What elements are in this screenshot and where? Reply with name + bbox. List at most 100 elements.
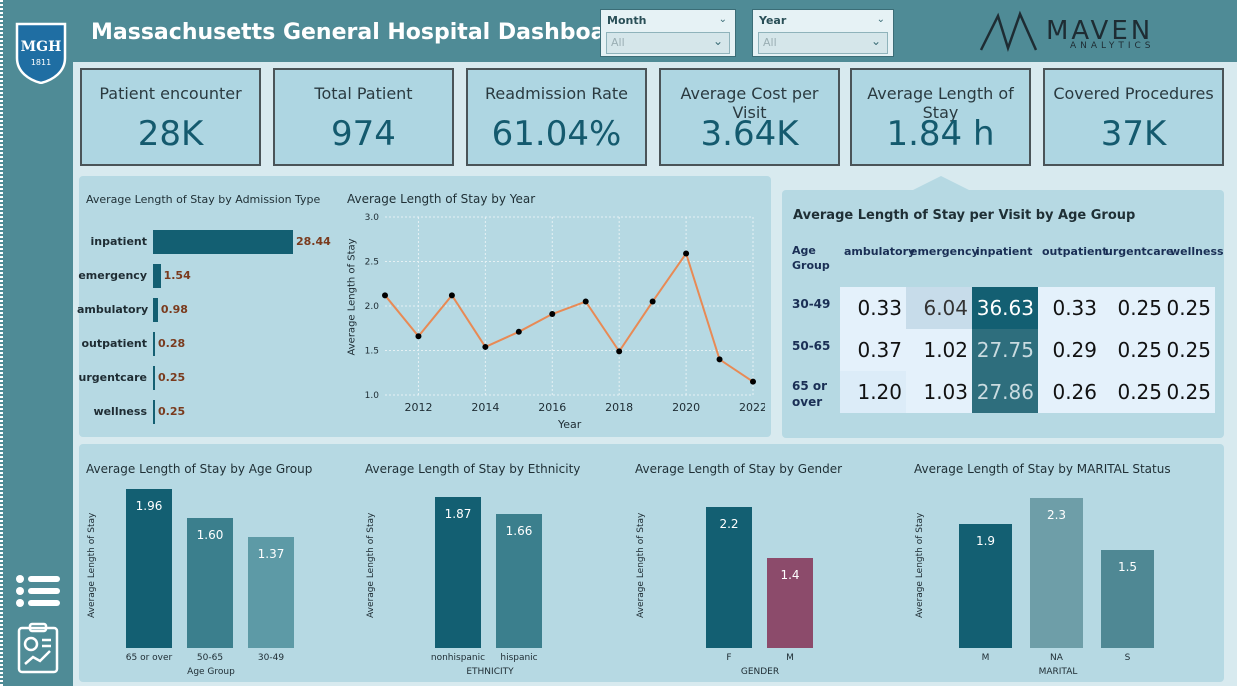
tooltip-pointer	[913, 176, 969, 190]
data-point	[582, 298, 589, 305]
bar[interactable]	[1101, 550, 1154, 648]
matrix-cell[interactable]: 0.25	[1101, 287, 1166, 329]
maven-logo: MAVEN ANALYTICS	[978, 10, 1178, 54]
bar[interactable]	[496, 513, 542, 648]
admission-bar[interactable]	[153, 332, 155, 356]
data-point	[716, 356, 723, 363]
admission-bar[interactable]	[153, 230, 293, 254]
matrix-cell[interactable]: 0.25	[1166, 329, 1215, 371]
chevron-down-icon: ⌄	[870, 34, 881, 48]
age-chart-xlabel: Age Group	[187, 667, 235, 677]
x-tick-label: 2016	[538, 401, 566, 414]
month-slicer[interactable]: Month ⌄ All ⌄	[600, 9, 736, 57]
admission-bar-value: 0.25	[158, 371, 186, 384]
matrix-cell[interactable]: 6.04	[906, 287, 972, 329]
bar-value-label: 1.60	[196, 528, 224, 543]
bar-value-label: 1.9	[975, 534, 996, 549]
data-point	[382, 292, 388, 299]
x-tick-label: 2022	[739, 401, 765, 414]
bar-category-label: M	[786, 653, 794, 663]
admission-bar-label: inpatient	[90, 235, 147, 248]
admission-bar[interactable]	[153, 298, 158, 322]
matrix-cell[interactable]: 0.25	[1166, 287, 1215, 329]
mgh-logo: MGH 1811	[15, 22, 67, 85]
kpi-value: 1.84 h	[886, 114, 995, 154]
bar-category-label: 30-49	[257, 653, 285, 663]
bar[interactable]	[1030, 498, 1083, 648]
matrix-cell[interactable]: 0.26	[1038, 371, 1101, 413]
bar-value-label: 2.2	[719, 517, 739, 531]
year-value: All	[763, 36, 777, 49]
matrix-cell[interactable]: 0.33	[1038, 287, 1101, 329]
bar-value-label: 1.5	[1117, 560, 1138, 575]
year-chart-ylabel: Average Length of Stay	[346, 238, 358, 356]
admission-bar[interactable]	[153, 400, 155, 424]
gender-chart-ylabel: Average Length of Stay	[636, 512, 646, 618]
kpi-card: Patient encounter 28K	[80, 68, 261, 166]
kpi-value: 37K	[1100, 114, 1167, 154]
month-dropdown[interactable]: All ⌄	[606, 32, 730, 54]
age-chart-ylabel: Average Length of Stay	[87, 512, 97, 618]
admission-bar-label: emergency	[78, 269, 147, 282]
y-tick-label: 1.0	[365, 391, 380, 401]
logo-year: 1811	[30, 58, 52, 67]
eth-chart-title: Average Length of Stay by Ethnicity	[365, 462, 581, 476]
admission-bar-value: 28.44	[296, 235, 331, 248]
matrix-column-header: emergency	[910, 245, 979, 258]
logo-text: MGH	[20, 39, 62, 55]
matrix-cell[interactable]: 0.29	[1038, 329, 1101, 371]
report-clipboard-icon[interactable]	[16, 622, 60, 674]
admission-bar-label: ambulatory	[77, 303, 149, 316]
matrix-cell[interactable]: 1.20	[840, 371, 906, 413]
matrix-cell[interactable]: 0.25	[1166, 371, 1215, 413]
kpi-value: 61.04%	[491, 114, 622, 154]
page-title: Massachusetts General Hospital Dashboard	[91, 20, 633, 45]
admission-bar[interactable]	[153, 264, 161, 288]
kpi-value: 974	[331, 114, 396, 154]
matrix-cell[interactable]: 27.86	[972, 371, 1038, 413]
admission-bar-label: outpatient	[81, 337, 147, 350]
bar[interactable]	[248, 536, 294, 648]
x-tick-label: 2012	[404, 401, 432, 414]
matrix-cell[interactable]: 0.25	[1101, 371, 1166, 413]
kpi-card: Covered Procedures 37K	[1043, 68, 1224, 166]
matrix-column-header: ambulatory	[844, 245, 916, 258]
chevron-down-icon[interactable]: ⌄	[718, 14, 727, 25]
matrix-cell[interactable]: 27.75	[972, 329, 1038, 371]
bar[interactable]	[187, 518, 233, 648]
kpi-label: Covered Procedures	[1053, 84, 1214, 103]
matrix-cell[interactable]: 0.33	[840, 287, 906, 329]
matrix-cell[interactable]: 0.37	[840, 329, 906, 371]
eth-chart-ylabel: Average Length of Stay	[366, 512, 376, 618]
kpi-value: 28K	[137, 114, 204, 154]
matrix-cell[interactable]: 1.02	[906, 329, 972, 371]
bar[interactable]	[767, 558, 813, 648]
matrix-cell[interactable]: 1.03	[906, 371, 972, 413]
matrix-column-header: urgentcare	[1105, 245, 1174, 258]
admission-bar-value: 0.28	[158, 337, 186, 350]
bar-category-label: 65 or over	[125, 653, 173, 663]
bar[interactable]	[959, 524, 1012, 648]
series-line	[384, 251, 754, 383]
admission-bar-label: urgentcare	[78, 371, 147, 384]
chevron-down-icon[interactable]: ⌄	[876, 14, 885, 25]
matrix-cell[interactable]: 0.25	[1101, 329, 1166, 371]
year-slicer[interactable]: Year ⌄ All ⌄	[752, 9, 894, 57]
list-icon[interactable]	[15, 575, 61, 607]
kpi-label: Total Patient	[314, 84, 413, 103]
admission-bar[interactable]	[153, 366, 155, 390]
matrix-row-label: 65 or over	[792, 379, 828, 409]
bar[interactable]	[706, 507, 752, 648]
bar[interactable]	[435, 497, 481, 648]
month-slicer-label: Month	[607, 14, 647, 27]
x-tick-label: 2018	[605, 401, 633, 414]
bar-value-label: 1.96	[135, 499, 163, 513]
bar-category-label: M	[981, 653, 990, 663]
bar[interactable]	[126, 489, 172, 648]
matrix-cell[interactable]: 36.63	[972, 287, 1038, 329]
age-chart-title: Average Length of Stay by Age Group	[86, 462, 313, 476]
admission-bar-value: 0.98	[160, 303, 188, 316]
bar-category-label: 50-65	[196, 653, 224, 663]
year-dropdown[interactable]: All ⌄	[758, 32, 888, 54]
marital-chart-title: Average Length of Stay by MARITAL Status	[914, 462, 1171, 476]
